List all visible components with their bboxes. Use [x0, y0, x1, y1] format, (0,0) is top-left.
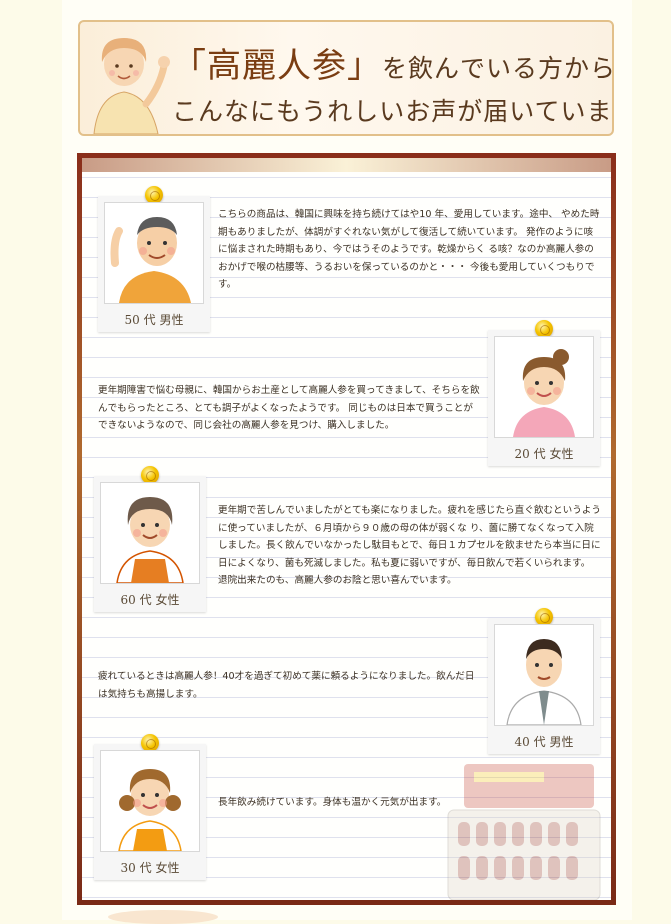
testimonial-photo: [100, 482, 200, 584]
testimonial-text: 更年期で苦しんでいましたがとても楽になりました。疲れを感じたら直ぐ飲むというよう…: [218, 505, 601, 586]
header-banner: 「高麗人参」を飲んでいる方から こんなにもうれしいお声が届いています: [78, 20, 614, 136]
testimonial-text: 長年飲み続けています。身体も温かく元気が出ます。: [218, 797, 447, 808]
testimonial-text: 疲れているときは高麗人参！40才を過ぎて初めて薬に頼るようになりました。飲んだ日…: [98, 671, 475, 700]
ginseng-product-box-image: [447, 764, 601, 900]
testimonial-caption: 20 代 女性: [514, 447, 574, 461]
testimonial-photo-card: 30 代 女性: [94, 734, 206, 880]
banner-brand-name: 「高麗人参」: [172, 46, 382, 86]
testimonial-photo-card: 20 代 女性: [488, 320, 600, 466]
young-woman-avatar: [513, 349, 575, 437]
banner-headline-rest: を飲んでいる方から: [382, 54, 614, 83]
pushpin-icon: [535, 320, 553, 338]
testimonial-photo-card: 40 代 男性: [488, 608, 600, 754]
pushpin-icon: [141, 734, 159, 752]
older-woman-avatar: [116, 497, 184, 583]
woman-waving-icon: [93, 38, 170, 134]
pushpin-icon: [141, 466, 159, 484]
testimonial-caption: 30 代 女性: [120, 861, 180, 875]
pushpin-icon: [145, 186, 163, 204]
testimonial-photo: [104, 202, 204, 304]
testimonial-caption: 40 代 男性: [514, 735, 574, 749]
testimonials-frame: 50 代 男性 こちらの商品は、韓国に興味を持ち続けてはや10 年、愛用していま…: [77, 153, 616, 905]
testimonial-photo-card: 50 代 男性: [98, 186, 210, 332]
banner-subheadline: こんなにもうれしいお声が届いています: [172, 97, 614, 126]
pushpin-icon: [535, 608, 553, 626]
testimonial-photo: [494, 624, 594, 726]
testimonial-photo: [100, 750, 200, 852]
testimonial-photo: [494, 336, 594, 438]
frame-top-band: [82, 158, 611, 172]
testimonial-caption: 60 代 女性: [120, 593, 180, 607]
man-waving-avatar: [110, 217, 191, 303]
testimonial-text: 更年期障害で悩む母親に、韓国からお土産として高麗人参を買ってきまして、そちらを飲…: [98, 385, 480, 431]
banner-headline: 「高麗人参」を飲んでいる方から: [172, 38, 614, 87]
doctor-man-avatar: [506, 639, 582, 725]
footer-decoration: [108, 910, 218, 924]
testimonial-photo-card: 60 代 女性: [94, 466, 206, 612]
testimonial-caption: 50 代 男性: [124, 313, 184, 327]
woman-pigtails-avatar: [118, 769, 182, 851]
testimonial-text: こちらの商品は、韓国に興味を持ち続けてはや10 年、愛用しています。途中、 やめ…: [218, 209, 600, 290]
